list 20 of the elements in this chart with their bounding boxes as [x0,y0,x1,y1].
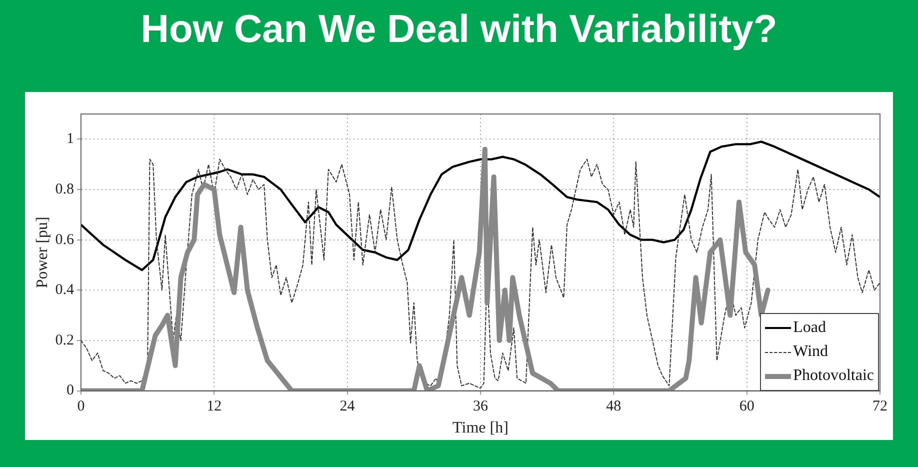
x-tick-label: 24 [340,398,356,415]
y-axis-title: Power [pu] [34,216,51,288]
x-tick-label: 72 [872,398,888,415]
legend-label: Photovoltaic [793,366,874,386]
y-tick-label: 0 [66,382,74,399]
y-tick-label: 0.2 [55,332,74,348]
y-tick-label: 0.4 [55,282,74,298]
chart-title: How Can We Deal with Variability? [140,8,778,52]
x-axis-title: Time [h] [452,420,508,437]
legend-label: Load [793,318,826,338]
legend-label: Wind [793,342,828,362]
y-tick-label: 0.6 [55,232,74,248]
x-tick-label: 60 [739,398,754,415]
y-tick-label: 0.8 [55,181,74,198]
x-tick-label: 48 [606,398,622,415]
y-tick-label: 1 [66,131,74,148]
x-tick-label: 12 [206,398,222,415]
line-series [80,158,880,389]
x-tick-label: 0 [77,398,85,415]
x-tick-label: 36 [472,398,488,415]
